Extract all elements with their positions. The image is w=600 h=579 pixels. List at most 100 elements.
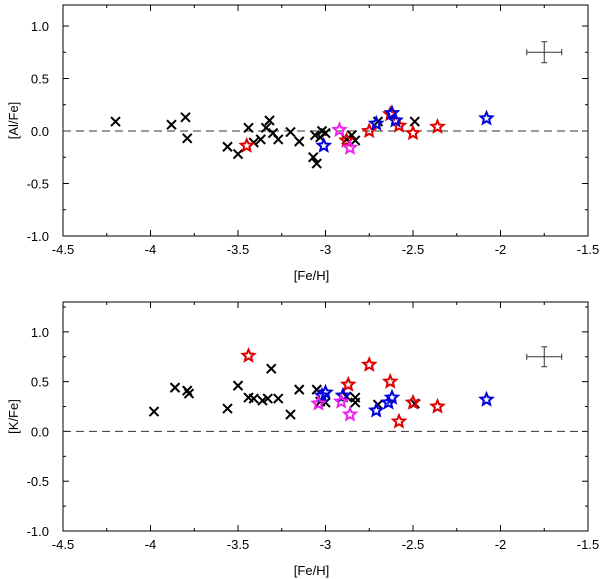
bottom-ytick-label: 0.5 xyxy=(31,375,49,390)
top-xtick-label: -4.5 xyxy=(52,242,74,257)
bottom-point-stroke xyxy=(169,382,181,393)
top-point-stroke xyxy=(222,141,233,152)
top-point-stroke xyxy=(294,136,305,147)
top-point-stroke xyxy=(409,116,420,127)
top-xtick-label: -4 xyxy=(145,242,157,257)
bottom-point-stroke xyxy=(222,403,233,414)
bottom-ytick-label: 0.0 xyxy=(31,424,49,439)
top-point-black-cross xyxy=(311,158,322,169)
bottom-point-stroke xyxy=(285,409,296,420)
bottom-point-stroke xyxy=(232,380,244,391)
bottom-point-stroke xyxy=(294,384,305,395)
bottom-panel: -4.5 -4 -3.5 -3 -2.5 -2 -1.5 -1.0 -0.5 0.0 0.5 1.0 [… xyxy=(6,301,599,578)
bottom-point-black-cross xyxy=(294,384,305,395)
bottom-ytick-label: -1.0 xyxy=(27,524,49,539)
bottom-point-black-cross xyxy=(222,403,233,414)
bottom-point-black-cross xyxy=(350,392,361,403)
bottom-point-red-star xyxy=(240,346,257,363)
top-point-stroke xyxy=(267,127,279,139)
top-point-stroke xyxy=(110,116,121,127)
top-point-black-cross xyxy=(243,122,254,134)
bottom-point-red-star xyxy=(339,375,357,392)
top-xtick-label: -3.5 xyxy=(227,242,249,257)
bottom-point-black-cross xyxy=(273,393,284,404)
bottom-point-black-cross xyxy=(285,409,296,420)
top-point-black-cross xyxy=(255,134,266,145)
top-ytick-label: 0.5 xyxy=(31,72,49,87)
top-ytick-label: 0.0 xyxy=(31,124,49,139)
bottom-point-black-cross xyxy=(169,382,181,393)
top-xtick-label: -2.5 xyxy=(402,242,424,257)
bottom-point-blue-star xyxy=(478,390,495,407)
bottom-xtick-label: -2 xyxy=(495,537,507,552)
bottom-point-black-cross xyxy=(183,388,195,399)
top-point-stroke xyxy=(243,122,254,134)
top-xtick-label: -1.5 xyxy=(577,242,599,257)
top-panel: -4.5 -4 -3.5 -3 -2.5 -2 -1.5 -1.0 -0.5 0.0 0.5 1.0 [… xyxy=(6,4,599,283)
bottom-point-red-star xyxy=(404,393,422,410)
top-point-blue-star xyxy=(367,114,385,131)
top-point-stroke xyxy=(308,152,319,163)
bottom-point-blue-star xyxy=(383,388,401,405)
top-point-blue-star xyxy=(383,104,401,121)
top-ytick-label: -1.0 xyxy=(27,229,49,244)
bottom-point-magenta-star xyxy=(310,394,327,411)
bottom-point-stroke xyxy=(273,393,284,404)
bottom-point-black-cross xyxy=(148,406,160,417)
bottom-point-stroke xyxy=(320,397,331,408)
top-point-red-star xyxy=(429,118,446,134)
bottom-xaxis-title: [Fe/H] xyxy=(294,563,329,578)
bottom-point-red-star xyxy=(360,355,378,372)
bottom-xtick-label: -3 xyxy=(320,537,332,552)
top-point-black-cross xyxy=(294,136,305,147)
top-point-red-star xyxy=(404,124,422,141)
top-xtick-label: -2 xyxy=(495,242,507,257)
top-point-red-star xyxy=(238,136,256,153)
top-point-black-cross xyxy=(285,126,296,138)
bottom-yaxis-title: [K/Fe] xyxy=(6,399,21,434)
top-point-stroke xyxy=(260,122,272,134)
top-point-stroke xyxy=(182,133,193,144)
top-point-stroke xyxy=(264,115,275,126)
top-point-blue-star xyxy=(478,109,495,126)
top-point-magenta-star xyxy=(331,121,348,138)
top-point-stroke xyxy=(320,127,331,139)
bottom-point-stroke xyxy=(243,392,254,403)
top-point-black-cross xyxy=(308,152,319,163)
top-point-black-cross xyxy=(409,116,420,127)
top-point-magenta-star xyxy=(341,139,359,155)
bottom-point-stroke xyxy=(311,384,322,395)
top-point-black-cross xyxy=(182,133,193,144)
bottom-point-stroke xyxy=(266,363,277,374)
bottom-point-stroke xyxy=(262,393,273,404)
bottom-point-blue-star xyxy=(317,383,334,400)
bottom-point-stroke xyxy=(350,392,361,403)
bottom-point-stroke xyxy=(248,393,259,404)
bottom-ytick-label: -0.5 xyxy=(27,474,49,489)
top-point-blue-star xyxy=(387,111,404,128)
top-point-stroke xyxy=(350,135,361,146)
bottom-point-stroke xyxy=(183,388,195,399)
top-point-black-cross xyxy=(273,134,284,145)
bottom-point-red-star xyxy=(381,372,399,389)
bottom-point-black-cross xyxy=(248,393,259,404)
top-xaxis-title: [Fe/H] xyxy=(294,268,329,283)
top-point-stroke xyxy=(311,158,322,169)
bottom-xtick-label: -4.5 xyxy=(52,537,74,552)
top-point-black-cross xyxy=(264,115,275,126)
top-point-stroke xyxy=(309,129,321,141)
top-ytick-label: -0.5 xyxy=(27,177,49,192)
top-point-stroke xyxy=(255,134,266,145)
top-point-red-star xyxy=(338,131,355,148)
bottom-point-blue-star xyxy=(367,401,385,418)
bottom-point-magenta-star xyxy=(332,392,350,409)
top-point-black-cross xyxy=(350,135,361,146)
bottom-point-black-cross xyxy=(232,380,244,391)
bottom-xtick-label: -4 xyxy=(145,537,157,552)
bottom-point-red-star xyxy=(429,397,446,414)
top-xtick-label: -3 xyxy=(320,242,332,257)
bottom-point-stroke xyxy=(148,406,160,417)
bottom-point-red-star xyxy=(390,412,408,429)
bottom-point-black-cross xyxy=(262,393,273,404)
